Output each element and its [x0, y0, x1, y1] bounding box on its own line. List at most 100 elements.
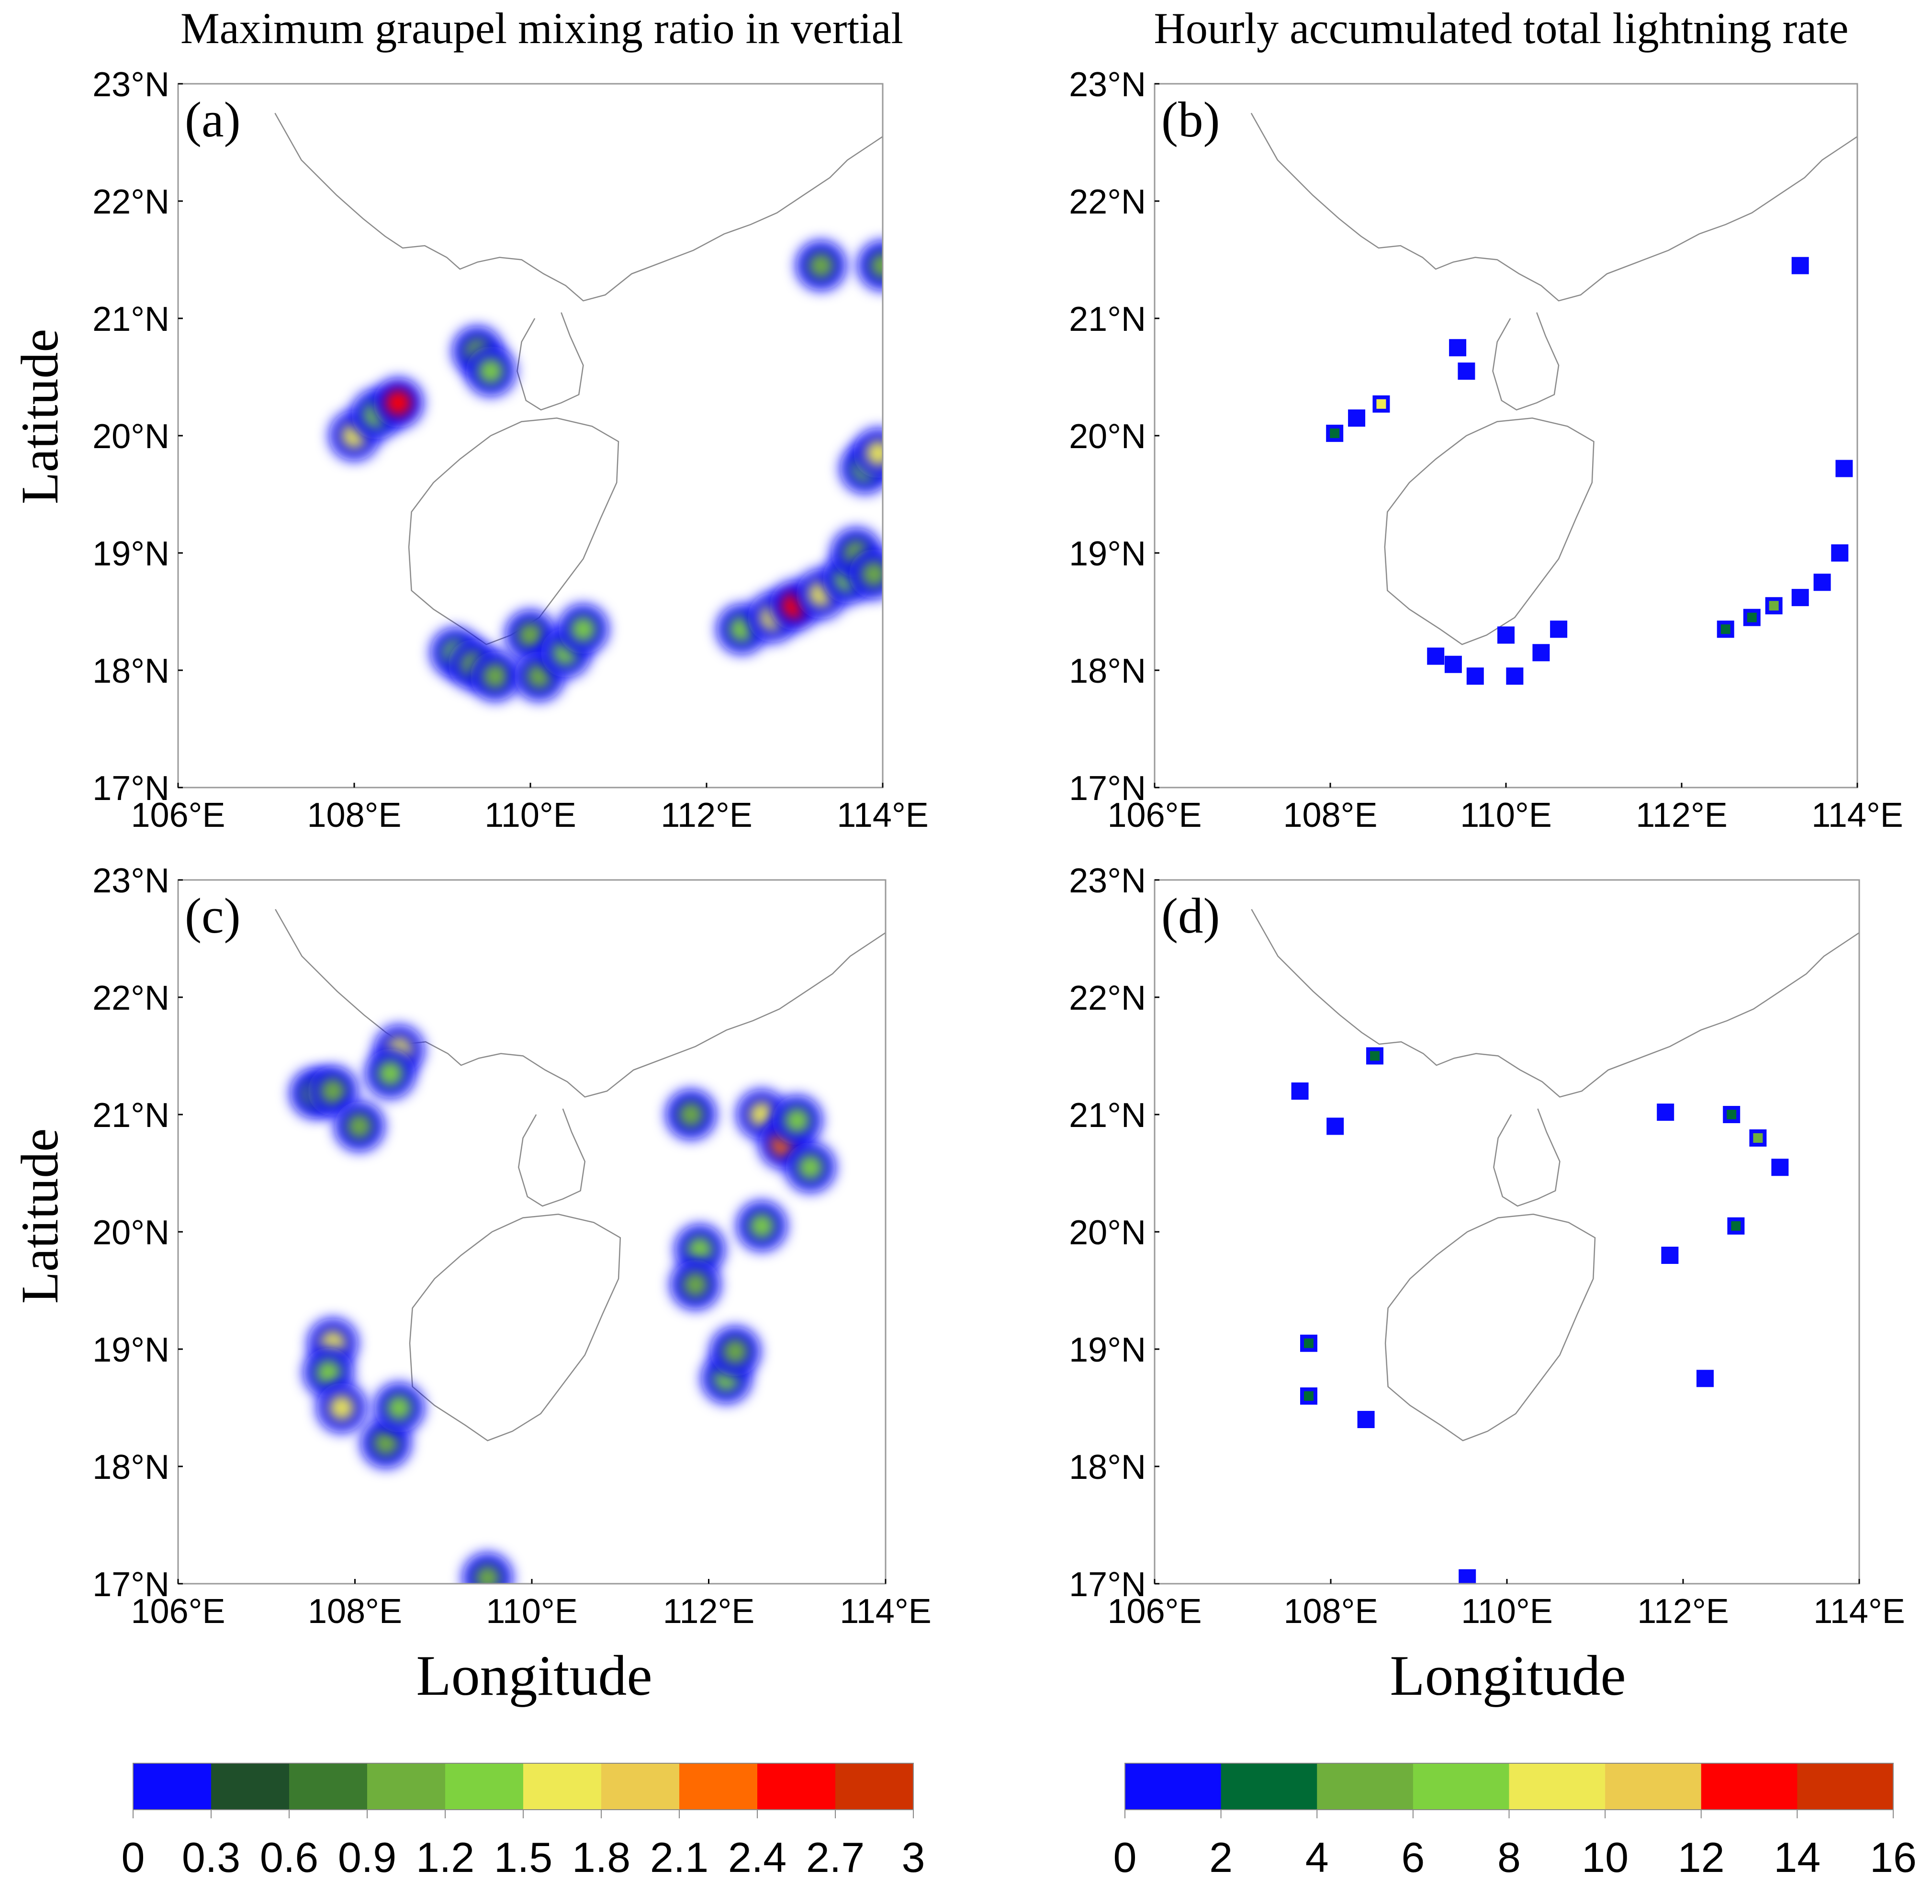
- graupel-cell: [474, 1564, 501, 1584]
- colorbar-swatch: [679, 1763, 758, 1810]
- coastline: [274, 113, 883, 645]
- lightning-cell: [1791, 589, 1809, 607]
- y-tick-label: 22°N: [92, 979, 169, 1017]
- y-tick-label: 23°N: [1069, 862, 1146, 900]
- colorbar-swatch: [1701, 1763, 1797, 1810]
- lightning-core: [1731, 1221, 1741, 1231]
- y-tick-label: 19°N: [92, 1331, 169, 1369]
- y-tick-label: 21°N: [1069, 300, 1146, 338]
- coastline-path: [1251, 909, 1859, 1098]
- y-tick-label: 22°N: [92, 183, 169, 221]
- x-tick-label: 110°E: [486, 1592, 578, 1631]
- lightning-core: [1769, 601, 1779, 611]
- map-panel-c: (c) 17°N 18°N 19°N 20°N 21°N 22°N 23°N 106°E 108°…: [92, 862, 932, 1631]
- coastline-path: [274, 113, 883, 302]
- graupel-cell: [372, 1430, 400, 1456]
- graupel-cell: [748, 1101, 775, 1128]
- colorbar-swatch: [1605, 1763, 1702, 1810]
- y-tick-label: 22°N: [1069, 183, 1146, 221]
- lightning-cell: [1550, 620, 1568, 638]
- y-tick-label: 21°N: [1069, 1096, 1146, 1135]
- x-tick-label: 114°E: [1813, 1592, 1905, 1631]
- colorbar-graupel: 0 0.3 0.6 0.9 1.2 1.5 1.8 2.1 2.4 2.7 3: [122, 1763, 925, 1881]
- x-tick-label: 106°E: [1108, 1592, 1202, 1631]
- graupel-cell: [482, 663, 509, 690]
- panel-label: (a): [185, 91, 241, 147]
- y-tick-label: 19°N: [92, 535, 169, 573]
- lightning-cell: [1813, 574, 1831, 591]
- colorbar-tick-label: 1.5: [494, 1834, 552, 1881]
- x-tick-label: 110°E: [1460, 796, 1552, 834]
- lightning-core: [1370, 1051, 1380, 1061]
- graupel-cell: [721, 1338, 749, 1365]
- colorbar-swatch: [133, 1763, 212, 1810]
- y-tick-label: 20°N: [1069, 1214, 1146, 1252]
- y-tick-label: 21°N: [92, 1096, 169, 1135]
- x-tick-label: 112°E: [1637, 1592, 1729, 1631]
- lightning-cell: [1444, 655, 1462, 673]
- panel-label: (c): [185, 888, 241, 944]
- x-tick-label: 110°E: [484, 796, 576, 834]
- x-tick-label: 114°E: [1811, 796, 1903, 834]
- y-tick-label: 23°N: [1069, 66, 1146, 104]
- y-tick-label: 23°N: [92, 66, 169, 104]
- x-tick-label: 106°E: [131, 796, 225, 834]
- colorbar-tick-label: 10: [1582, 1834, 1629, 1881]
- coastline-path: [1384, 1214, 1596, 1442]
- x-tick-label: 112°E: [661, 796, 753, 834]
- lightning-cell: [1506, 667, 1524, 685]
- colorbar-tick-label: 0.3: [182, 1834, 240, 1881]
- colorbar-lightning: 0 2 4 6 8 10 12 14 16: [1113, 1763, 1917, 1881]
- graupel-cell: [477, 358, 505, 385]
- x-tick-label: 112°E: [663, 1592, 755, 1631]
- x-tick-label: 114°E: [840, 1592, 932, 1631]
- graupel-cell: [377, 1060, 404, 1087]
- lightning-core: [1304, 1391, 1314, 1401]
- x-axis-label-right: Longitude: [1390, 1644, 1626, 1707]
- y-tick-label: 18°N: [92, 1448, 169, 1487]
- y-tick-label: 20°N: [1069, 417, 1146, 456]
- coastline-path: [517, 312, 584, 411]
- graupel-cell: [865, 439, 883, 467]
- graupel-cell: [346, 1113, 373, 1140]
- x-tick-label: 108°E: [1284, 1592, 1378, 1631]
- lightning-core: [1376, 399, 1386, 409]
- coastline-path: [1492, 312, 1560, 411]
- lightning-cell: [1532, 644, 1550, 662]
- graupel-cell: [315, 1359, 342, 1386]
- colorbar-tick-label: 8: [1497, 1834, 1521, 1881]
- colorbar-tick-label: 4: [1305, 1834, 1329, 1881]
- y-tick-label: 20°N: [92, 417, 169, 456]
- colorbar-tick-label: 0.6: [260, 1834, 318, 1881]
- map-frame: [1154, 879, 1860, 1585]
- coastline: [1251, 909, 1859, 1442]
- graupel-cell: [319, 1078, 347, 1104]
- graupel-cell: [869, 252, 883, 279]
- colorbar-tick-label: 2.4: [728, 1834, 786, 1881]
- lightning-cell: [1831, 544, 1849, 562]
- colorbar-swatch: [445, 1763, 524, 1810]
- graupel-cell: [797, 1154, 824, 1181]
- colorbar-swatch: [1797, 1763, 1894, 1810]
- colorbar-swatch: [757, 1763, 836, 1810]
- graupel-cell: [517, 621, 544, 649]
- y-axis-label-bottom: Latitude: [11, 1128, 69, 1304]
- coastline-path: [1384, 417, 1595, 645]
- colorbar-tick-label: 16: [1870, 1834, 1917, 1881]
- x-tick-label: 108°E: [1283, 796, 1378, 834]
- colorbar-swatch: [211, 1763, 290, 1810]
- colorbar-tick-label: 1.8: [572, 1834, 630, 1881]
- colorbar-swatch: [1509, 1763, 1606, 1810]
- x-tick-label: 106°E: [131, 1592, 225, 1631]
- lightning-cell: [1357, 1411, 1375, 1428]
- x-tick-label: 108°E: [308, 1592, 402, 1631]
- graupel-cell: [682, 1271, 709, 1298]
- lightning-cell: [1427, 647, 1445, 665]
- y-axis-label-top: Latitude: [11, 329, 69, 505]
- x-axis-label-left: Longitude: [416, 1644, 652, 1707]
- lightning-cell: [1458, 362, 1475, 380]
- map-frame: [1154, 83, 1858, 789]
- lightning-cell: [1348, 409, 1366, 427]
- y-tick-label: 20°N: [92, 1214, 169, 1252]
- map-panel-b: (b) 17°N 18°N 19°N 20°N 21°N 22°N 23°N 106°E 108°…: [1069, 66, 1903, 834]
